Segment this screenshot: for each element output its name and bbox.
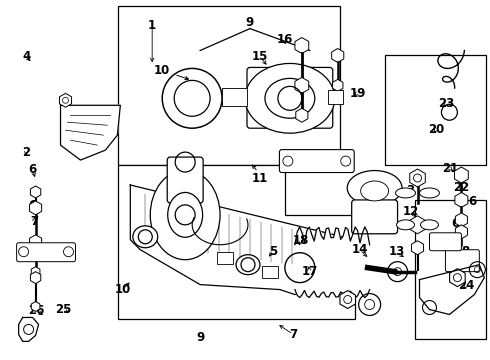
Text: 17: 17 — [301, 265, 318, 278]
Text: 19: 19 — [349, 87, 366, 100]
Text: 7: 7 — [289, 328, 297, 341]
Polygon shape — [119, 165, 355, 319]
Text: 11: 11 — [177, 192, 194, 205]
Bar — [217, 252, 233, 264]
Text: 26: 26 — [28, 305, 44, 318]
Text: 11: 11 — [252, 171, 268, 185]
Ellipse shape — [265, 78, 315, 118]
Text: 23: 23 — [438, 98, 454, 111]
Bar — [222, 88, 247, 106]
Ellipse shape — [168, 193, 203, 237]
FancyBboxPatch shape — [429, 233, 462, 251]
Text: 4: 4 — [22, 50, 30, 63]
Polygon shape — [61, 105, 121, 160]
Ellipse shape — [133, 226, 158, 248]
Text: 3: 3 — [406, 184, 414, 197]
Text: 16: 16 — [277, 33, 293, 46]
Ellipse shape — [236, 255, 260, 275]
Text: 14: 14 — [352, 243, 368, 256]
Text: 9: 9 — [196, 331, 204, 344]
Text: 20: 20 — [428, 122, 444, 136]
Polygon shape — [130, 185, 355, 294]
Ellipse shape — [361, 181, 389, 201]
Text: 2: 2 — [22, 145, 30, 158]
Bar — [119, 6, 340, 165]
FancyBboxPatch shape — [167, 157, 203, 203]
Text: 5: 5 — [269, 244, 277, 257]
Ellipse shape — [347, 171, 402, 206]
Text: 8: 8 — [461, 245, 469, 258]
Text: 25: 25 — [55, 303, 72, 316]
Text: 6: 6 — [451, 216, 459, 230]
Text: 6: 6 — [28, 163, 37, 176]
Ellipse shape — [420, 220, 439, 230]
FancyBboxPatch shape — [247, 67, 333, 128]
Polygon shape — [419, 265, 484, 315]
Ellipse shape — [396, 220, 415, 230]
Text: 10: 10 — [154, 64, 171, 77]
Text: 22: 22 — [453, 181, 469, 194]
Bar — [415, 200, 486, 339]
Text: 1: 1 — [148, 19, 156, 32]
FancyBboxPatch shape — [352, 200, 397, 234]
Text: 15: 15 — [251, 50, 268, 63]
FancyBboxPatch shape — [445, 250, 479, 272]
Bar — [385, 55, 486, 165]
Bar — [328, 90, 343, 104]
Text: 9: 9 — [246, 16, 254, 29]
FancyBboxPatch shape — [279, 150, 354, 172]
Text: 13: 13 — [389, 245, 405, 258]
Ellipse shape — [419, 188, 440, 198]
FancyBboxPatch shape — [17, 243, 75, 262]
Ellipse shape — [395, 188, 416, 198]
Ellipse shape — [245, 63, 335, 133]
Ellipse shape — [150, 170, 220, 260]
Text: 7: 7 — [30, 215, 38, 228]
Text: 6: 6 — [468, 195, 476, 208]
Text: 24: 24 — [458, 279, 474, 292]
Text: 21: 21 — [442, 162, 458, 175]
Bar — [262, 266, 278, 278]
Text: 18: 18 — [293, 234, 309, 247]
Text: 10: 10 — [115, 283, 131, 296]
Polygon shape — [19, 318, 39, 341]
Text: 12: 12 — [403, 205, 419, 218]
Text: 6: 6 — [28, 199, 37, 212]
